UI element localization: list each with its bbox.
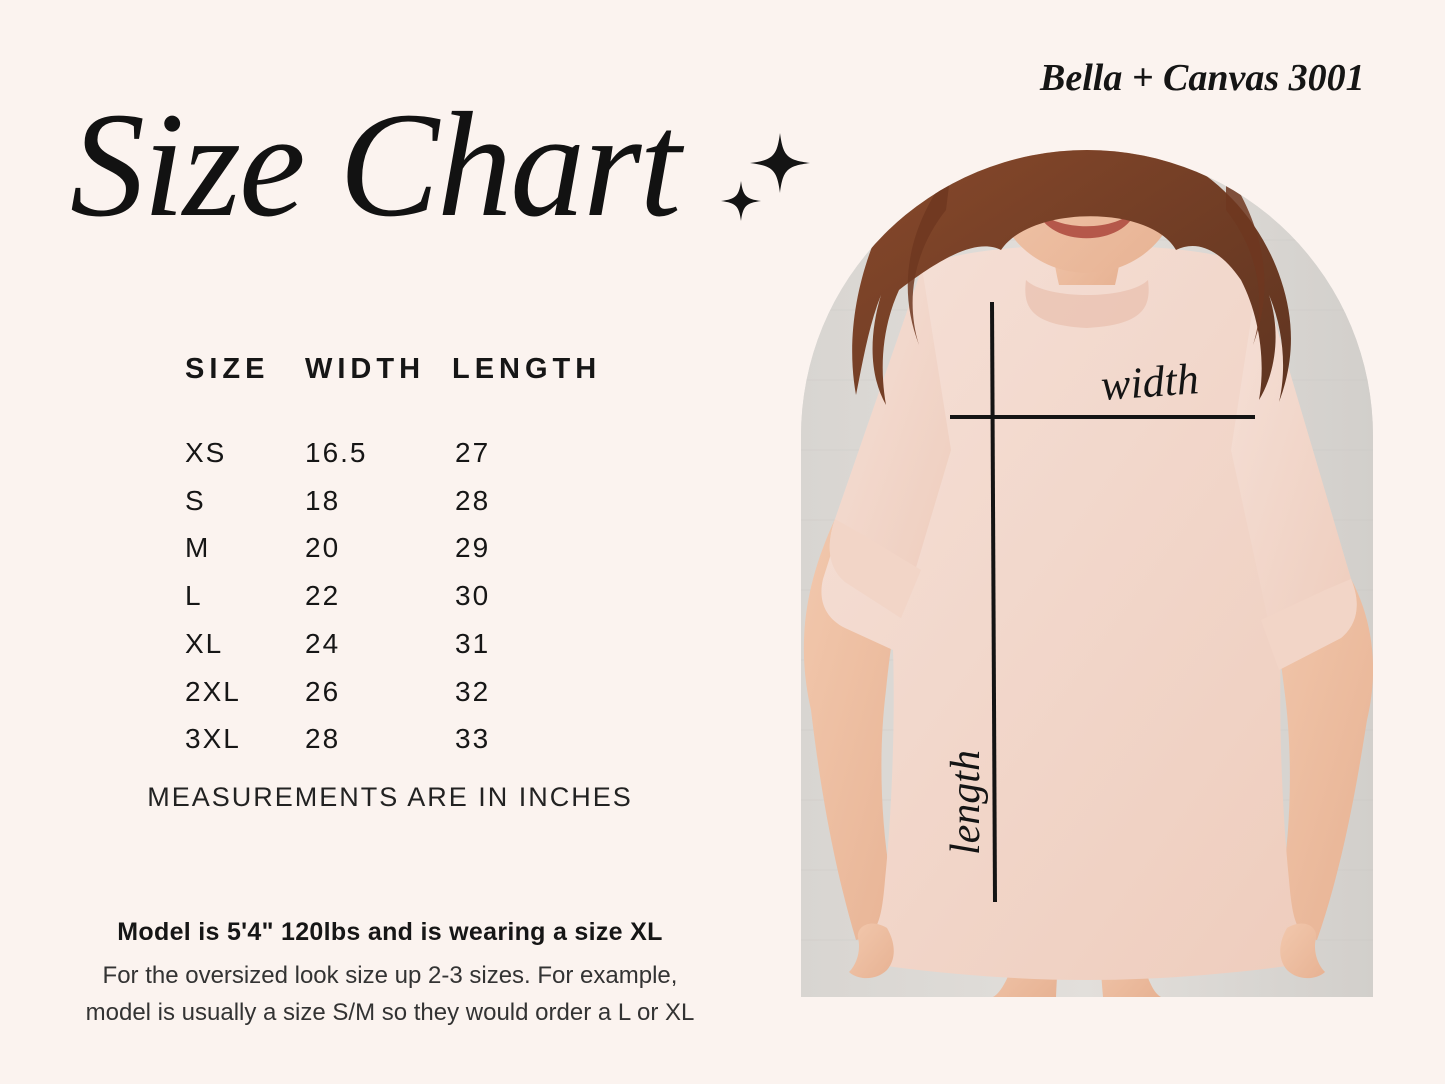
svg-text:width: width: [1099, 354, 1200, 410]
svg-text:Size Chart: Size Chart: [70, 82, 685, 248]
svg-text:Bella + Canvas 3001: Bella + Canvas 3001: [1039, 57, 1365, 99]
svg-text:length: length: [943, 750, 989, 855]
